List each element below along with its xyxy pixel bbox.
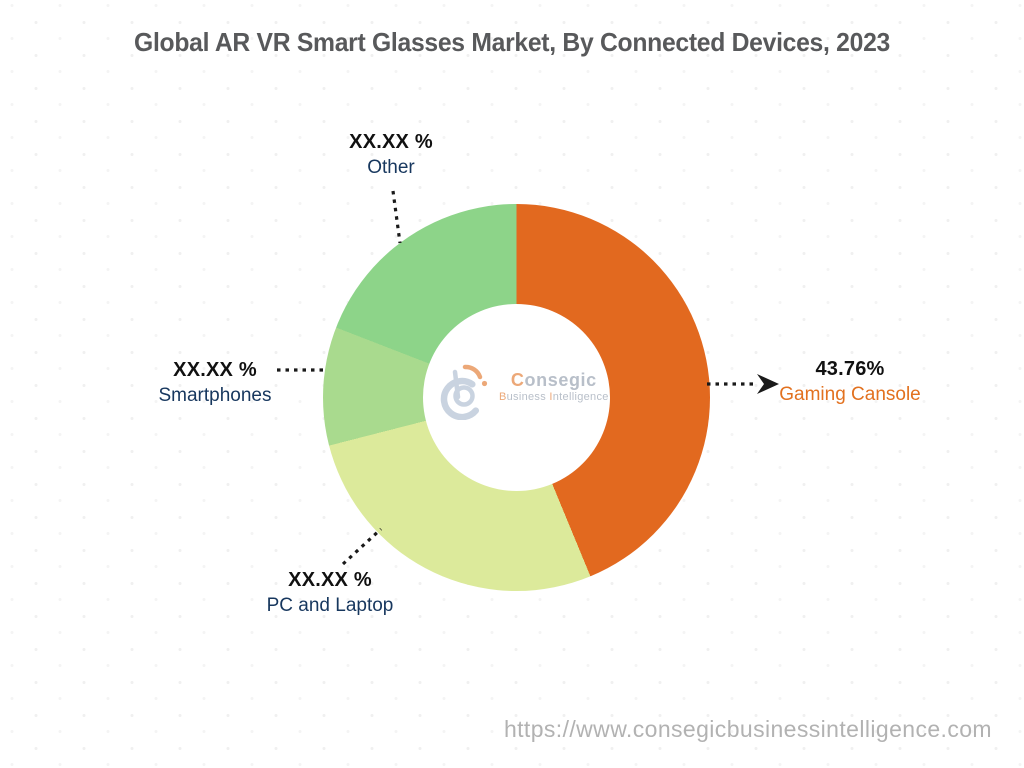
callout-smartphones-value: XX.XX % [173,359,257,381]
callout-other-value: XX.XX % [349,131,433,153]
consegic-watermark-logo: Consegic Business Intelligence [437,356,609,420]
callout-gaming-console: 43.76% Gaming Cansole [740,356,960,408]
watermark-text: Consegic Business Intelligence [499,356,609,404]
callout-smartphones: XX.XX % Smartphones [105,357,325,409]
callout-gaming-console-value: 43.76% [815,358,885,380]
callout-pc-laptop-value: XX.XX % [288,569,372,591]
footer-url: https://www.consegicbusinessintelligence… [503,716,992,742]
watermark-tagline: Business Intelligence [499,391,609,403]
consegic-b-icon [440,364,488,420]
chart-title: Global AR VR Smart Glasses Market, By Co… [134,27,890,57]
callout-smartphones-label: Smartphones [158,385,272,406]
callout-gaming-console-label: Gaming Cansole [779,384,921,405]
callout-pc-laptop-label: PC and Laptop [266,595,394,616]
watermark-brand: Consegic [510,370,597,390]
callout-other: XX.XX % Other [281,129,501,181]
callout-pc-laptop: XX.XX % PC and Laptop [220,567,440,619]
donut-chart [323,204,710,591]
callout-other-label: Other [367,157,415,178]
